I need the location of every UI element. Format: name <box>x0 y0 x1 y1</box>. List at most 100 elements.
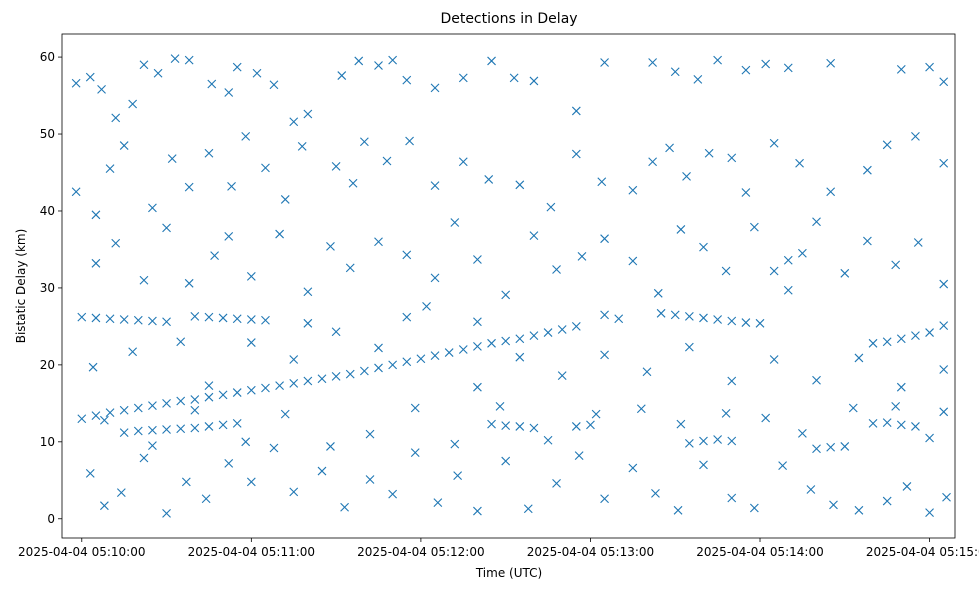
data-point <box>289 355 299 364</box>
data-point <box>484 175 494 184</box>
data-point <box>388 360 398 370</box>
data-point <box>854 353 864 363</box>
data-point <box>840 442 850 451</box>
data-point <box>246 385 256 395</box>
data-point <box>458 345 468 354</box>
data-point <box>133 403 143 413</box>
data-point <box>269 443 279 453</box>
y-tick-label: 20 <box>40 358 55 372</box>
data-point <box>942 492 951 502</box>
data-point <box>246 338 256 347</box>
data-point <box>162 508 171 518</box>
data-point <box>444 348 454 357</box>
data-point <box>176 396 186 406</box>
data-point <box>925 62 934 72</box>
data-point <box>105 314 115 324</box>
data-point <box>119 428 129 437</box>
data-point <box>162 425 171 434</box>
data-point <box>529 331 539 341</box>
data-point <box>721 408 731 418</box>
data-point <box>119 315 129 324</box>
data-point <box>303 109 313 119</box>
data-point <box>749 503 759 513</box>
data-point <box>628 185 638 195</box>
data-point <box>176 337 186 347</box>
data-point <box>761 59 771 69</box>
data-point <box>642 367 652 377</box>
data-point <box>458 157 468 167</box>
data-point <box>684 342 694 352</box>
data-point <box>402 357 412 367</box>
data-point <box>826 58 836 68</box>
data-point <box>487 419 496 429</box>
data-point <box>600 310 609 320</box>
data-point <box>303 318 313 328</box>
data-point <box>71 187 81 197</box>
data-point <box>882 496 892 506</box>
data-point <box>543 435 553 445</box>
data-point <box>359 366 369 376</box>
data-point <box>422 302 431 311</box>
data-point <box>167 154 177 164</box>
data-point <box>636 404 646 414</box>
data-point <box>232 314 242 324</box>
data-point <box>783 63 793 73</box>
data-point <box>693 75 703 84</box>
x-tick-label: 2025-04-04 05:14:00 <box>696 545 823 559</box>
data-point <box>365 429 375 439</box>
data-point <box>501 456 511 466</box>
data-point <box>433 498 443 507</box>
data-point <box>699 436 708 446</box>
data-point <box>684 438 694 448</box>
data-point <box>939 279 949 289</box>
data-point <box>458 73 468 83</box>
data-point <box>232 62 242 72</box>
data-point <box>162 317 171 327</box>
data-point <box>882 337 892 347</box>
data-point <box>148 401 157 411</box>
data-point <box>402 312 412 322</box>
data-point <box>133 426 143 436</box>
data-point <box>546 202 556 212</box>
data-point <box>727 153 737 163</box>
data-point <box>139 60 149 70</box>
data-markers <box>71 54 951 518</box>
data-point <box>91 258 101 268</box>
data-point <box>133 315 143 325</box>
data-point <box>769 138 779 148</box>
data-point <box>261 163 270 173</box>
data-point <box>148 441 157 451</box>
data-point <box>868 338 878 348</box>
data-point <box>297 141 307 151</box>
data-point <box>184 278 194 288</box>
y-tick-label: 10 <box>40 435 55 449</box>
data-point <box>487 338 496 348</box>
data-point <box>326 442 335 451</box>
x-tick-label: 2025-04-04 05:10:00 <box>18 545 145 559</box>
data-point <box>289 378 299 388</box>
data-point <box>105 164 115 174</box>
data-point <box>77 414 87 424</box>
data-point <box>778 461 788 471</box>
y-tick-label: 40 <box>40 204 55 218</box>
data-point <box>359 137 369 147</box>
data-point <box>552 265 561 274</box>
data-point <box>224 231 234 241</box>
x-axis: 2025-04-04 05:10:00 2025-04-04 05:11:00 20… <box>18 538 979 559</box>
data-point <box>600 350 609 360</box>
data-point <box>176 424 186 434</box>
data-point <box>88 362 98 372</box>
data-point <box>704 148 714 158</box>
data-point <box>111 113 121 123</box>
data-point <box>727 376 737 386</box>
data-point <box>190 405 200 415</box>
data-point <box>345 369 355 379</box>
plot-frame <box>61 33 956 539</box>
data-point <box>727 436 737 446</box>
data-point <box>586 420 595 430</box>
data-point <box>190 395 200 404</box>
data-point <box>829 500 838 510</box>
data-point <box>487 56 496 66</box>
data-point <box>365 475 375 484</box>
